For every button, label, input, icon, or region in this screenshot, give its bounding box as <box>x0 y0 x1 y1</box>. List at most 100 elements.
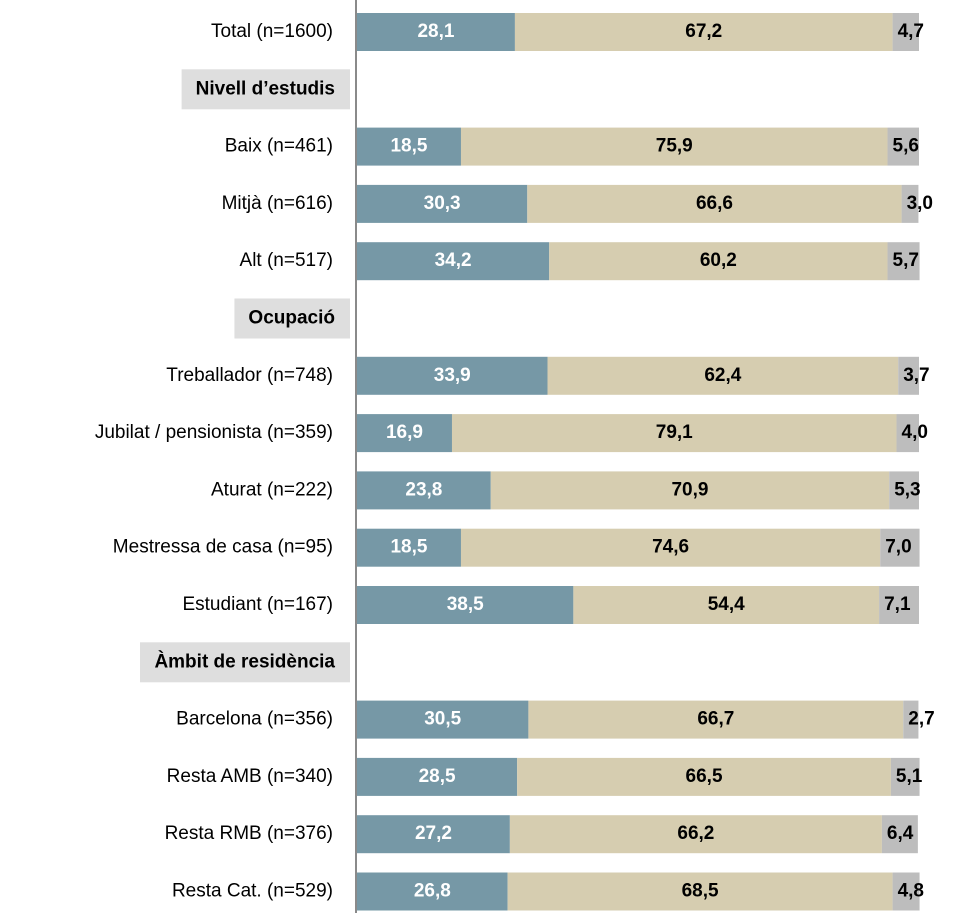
bar-segment <box>887 242 920 281</box>
section-header: Nivell d’estudis <box>181 69 350 110</box>
category-label: Total (n=1600) <box>211 21 333 42</box>
value-label: 5,1 <box>896 766 923 787</box>
bar-segment <box>887 127 919 166</box>
bar-segment <box>549 242 888 281</box>
value-label: 5,7 <box>893 250 919 271</box>
value-label: 7,0 <box>885 537 911 558</box>
value-label: 28,5 <box>419 766 456 787</box>
value-label: 38,5 <box>447 594 484 615</box>
bar-segment <box>357 13 515 51</box>
bar-segment <box>573 586 880 624</box>
value-label: 62,4 <box>704 365 741 386</box>
bar-segment <box>357 127 461 166</box>
category-label: Barcelona (n=356) <box>176 709 333 730</box>
bar-segment <box>892 872 920 911</box>
category-label: Alt (n=517) <box>240 250 333 271</box>
bar-segment <box>357 700 529 739</box>
value-label: 18,5 <box>390 136 427 157</box>
bar-segment <box>460 528 881 567</box>
value-label: 75,9 <box>656 136 693 157</box>
bar-segment <box>528 700 904 739</box>
bar-segment <box>460 127 888 166</box>
bar-segment <box>357 872 508 911</box>
category-label: Treballador (n=748) <box>166 365 333 386</box>
value-label: 66,5 <box>686 766 723 787</box>
category-label: Mestressa de casa (n=95) <box>113 537 333 558</box>
bar-segment <box>357 528 461 567</box>
value-label: 79,1 <box>656 422 693 443</box>
value-label: 54,4 <box>708 594 745 615</box>
category-label: Estudiant (n=167) <box>182 594 333 615</box>
bar-segment <box>881 815 918 854</box>
bar-segment <box>357 242 550 281</box>
bar-segment <box>514 13 893 51</box>
bar-segment <box>509 815 882 854</box>
bar-segment <box>357 757 518 796</box>
category-label: Resta Cat. (n=529) <box>172 881 333 902</box>
value-label: 4,8 <box>898 881 924 902</box>
value-label: 6,4 <box>887 823 914 844</box>
value-label: 7,1 <box>884 594 911 615</box>
bar-segment <box>507 872 893 911</box>
value-label: 30,5 <box>424 709 461 730</box>
value-label: 30,3 <box>424 193 461 214</box>
value-label: 3,0 <box>907 193 933 214</box>
bar-segment <box>490 471 890 510</box>
value-label: 66,6 <box>696 193 733 214</box>
bar-segment <box>898 356 919 395</box>
section-header-bg <box>234 298 350 339</box>
value-label: 66,7 <box>697 709 734 730</box>
bar-segment <box>879 586 919 624</box>
bar-segment <box>903 700 919 739</box>
bar-segment <box>896 414 919 453</box>
category-label: Baix (n=461) <box>225 136 333 157</box>
category-label: Resta RMB (n=376) <box>165 823 333 844</box>
bar-segment <box>517 757 891 796</box>
bar-segment <box>357 356 548 395</box>
bar-segment <box>357 414 452 453</box>
section-header-label: Ocupació <box>248 308 335 329</box>
section-header-bg <box>140 642 350 683</box>
value-label: 28,1 <box>417 21 454 42</box>
value-label: 4,0 <box>902 422 928 443</box>
category-label: Aturat (n=222) <box>211 479 333 500</box>
value-label: 34,2 <box>435 250 472 271</box>
section-header-label: Nivell d’estudis <box>196 78 335 99</box>
value-label: 2,7 <box>908 709 934 730</box>
bar-segment <box>890 757 920 796</box>
bar-segment <box>451 414 897 453</box>
value-label: 60,2 <box>700 250 737 271</box>
value-label: 27,2 <box>415 823 452 844</box>
value-label: 68,5 <box>682 881 719 902</box>
value-label: 5,6 <box>893 136 919 157</box>
bar-segment <box>527 184 902 223</box>
bar-segment <box>357 586 574 624</box>
bar-segment <box>357 184 528 223</box>
bar-segment <box>547 356 899 395</box>
category-label: Mitjà (n=616) <box>222 193 333 214</box>
bar-segment <box>901 184 919 223</box>
bar-segment <box>880 528 920 567</box>
value-label: 26,8 <box>414 881 451 902</box>
section-header-label: Àmbit de residència <box>154 650 335 672</box>
bar-segment <box>357 815 510 854</box>
bar-segment <box>357 471 491 510</box>
section-header: Ocupació <box>234 298 350 339</box>
value-label: 4,7 <box>898 21 924 42</box>
value-label: 3,7 <box>903 365 929 386</box>
bar-segment <box>889 471 919 510</box>
value-label: 66,2 <box>677 823 714 844</box>
value-label: 70,9 <box>671 479 708 500</box>
value-label: 33,9 <box>434 365 471 386</box>
section-header: Àmbit de residència <box>140 642 350 683</box>
value-label: 18,5 <box>390 537 427 558</box>
value-label: 23,8 <box>405 479 442 500</box>
value-label: 74,6 <box>652 537 689 558</box>
section-header-bg <box>181 69 350 110</box>
category-label: Jubilat / pensionista (n=359) <box>95 422 333 443</box>
value-label: 67,2 <box>685 21 722 42</box>
bar-segment <box>892 13 919 51</box>
value-label: 16,9 <box>386 422 423 443</box>
